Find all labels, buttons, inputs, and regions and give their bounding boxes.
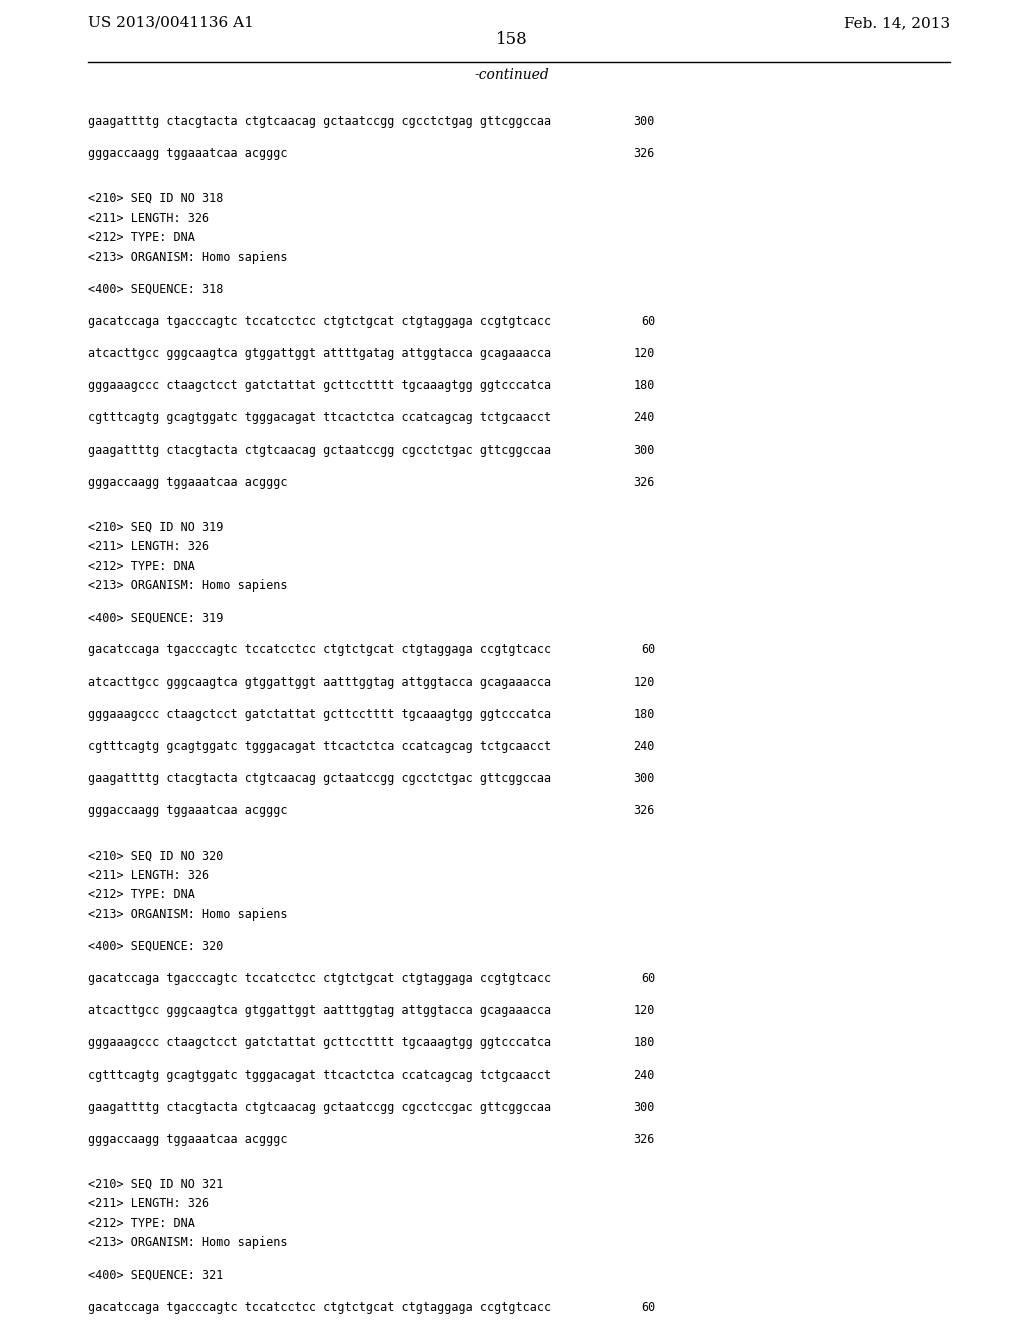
Text: <212> TYPE: DNA: <212> TYPE: DNA <box>88 1217 195 1230</box>
Text: 120: 120 <box>634 347 655 360</box>
Text: <213> ORGANISM: Homo sapiens: <213> ORGANISM: Homo sapiens <box>88 1237 288 1249</box>
Text: <211> LENGTH: 326: <211> LENGTH: 326 <box>88 211 209 224</box>
Text: 300: 300 <box>634 1101 655 1114</box>
Text: 326: 326 <box>634 1133 655 1146</box>
Text: gacatccaga tgacccagtc tccatcctcc ctgtctgcat ctgtaggaga ccgtgtcacc: gacatccaga tgacccagtc tccatcctcc ctgtctg… <box>88 315 551 327</box>
Text: gaagattttg ctacgtacta ctgtcaacag gctaatccgg cgcctccgac gttcggccaa: gaagattttg ctacgtacta ctgtcaacag gctaatc… <box>88 1101 551 1114</box>
Text: 60: 60 <box>641 315 655 327</box>
Text: <400> SEQUENCE: 318: <400> SEQUENCE: 318 <box>88 282 223 296</box>
Text: 180: 180 <box>634 379 655 392</box>
Text: 326: 326 <box>634 147 655 160</box>
Text: gggaaagccc ctaagctcct gatctattat gcttcctttt tgcaaagtgg ggtcccatca: gggaaagccc ctaagctcct gatctattat gcttcct… <box>88 1036 551 1049</box>
Text: gggaccaagg tggaaatcaa acgggc: gggaccaagg tggaaatcaa acgggc <box>88 1133 288 1146</box>
Text: <213> ORGANISM: Homo sapiens: <213> ORGANISM: Homo sapiens <box>88 251 288 264</box>
Text: 240: 240 <box>634 412 655 425</box>
Text: gacatccaga tgacccagtc tccatcctcc ctgtctgcat ctgtaggaga ccgtgtcacc: gacatccaga tgacccagtc tccatcctcc ctgtctg… <box>88 972 551 985</box>
Text: gacatccaga tgacccagtc tccatcctcc ctgtctgcat ctgtaggaga ccgtgtcacc: gacatccaga tgacccagtc tccatcctcc ctgtctg… <box>88 643 551 656</box>
Text: 300: 300 <box>634 444 655 457</box>
Text: <210> SEQ ID NO 321: <210> SEQ ID NO 321 <box>88 1177 223 1191</box>
Text: <213> ORGANISM: Homo sapiens: <213> ORGANISM: Homo sapiens <box>88 579 288 593</box>
Text: -continued: -continued <box>475 69 549 82</box>
Text: gaagattttg ctacgtacta ctgtcaacag gctaatccgg cgcctctgag gttcggccaa: gaagattttg ctacgtacta ctgtcaacag gctaatc… <box>88 115 551 128</box>
Text: <212> TYPE: DNA: <212> TYPE: DNA <box>88 560 195 573</box>
Text: 60: 60 <box>641 643 655 656</box>
Text: US 2013/0041136 A1: US 2013/0041136 A1 <box>88 16 254 30</box>
Text: 120: 120 <box>634 1005 655 1018</box>
Text: 326: 326 <box>634 804 655 817</box>
Text: <211> LENGTH: 326: <211> LENGTH: 326 <box>88 869 209 882</box>
Text: gggaccaagg tggaaatcaa acgggc: gggaccaagg tggaaatcaa acgggc <box>88 475 288 488</box>
Text: gaagattttg ctacgtacta ctgtcaacag gctaatccgg cgcctctgac gttcggccaa: gaagattttg ctacgtacta ctgtcaacag gctaatc… <box>88 772 551 785</box>
Text: 326: 326 <box>634 475 655 488</box>
Text: <400> SEQUENCE: 320: <400> SEQUENCE: 320 <box>88 940 223 953</box>
Text: <212> TYPE: DNA: <212> TYPE: DNA <box>88 231 195 244</box>
Text: 120: 120 <box>634 676 655 689</box>
Text: <213> ORGANISM: Homo sapiens: <213> ORGANISM: Homo sapiens <box>88 908 288 920</box>
Text: gacatccaga tgacccagtc tccatcctcc ctgtctgcat ctgtaggaga ccgtgtcacc: gacatccaga tgacccagtc tccatcctcc ctgtctg… <box>88 1300 551 1313</box>
Text: atcacttgcc gggcaagtca gtggattggt aatttggtag attggtacca gcagaaacca: atcacttgcc gggcaagtca gtggattggt aatttgg… <box>88 676 551 689</box>
Text: gggaaagccc ctaagctcct gatctattat gcttcctttt tgcaaagtgg ggtcccatca: gggaaagccc ctaagctcct gatctattat gcttcct… <box>88 379 551 392</box>
Text: 60: 60 <box>641 972 655 985</box>
Text: 240: 240 <box>634 1069 655 1081</box>
Text: gggaaagccc ctaagctcct gatctattat gcttcctttt tgcaaagtgg ggtcccatca: gggaaagccc ctaagctcct gatctattat gcttcct… <box>88 708 551 721</box>
Text: 60: 60 <box>641 1300 655 1313</box>
Text: gggaccaagg tggaaatcaa acgggc: gggaccaagg tggaaatcaa acgggc <box>88 147 288 160</box>
Text: <210> SEQ ID NO 320: <210> SEQ ID NO 320 <box>88 849 223 862</box>
Text: cgtttcagtg gcagtggatc tgggacagat ttcactctca ccatcagcag tctgcaacct: cgtttcagtg gcagtggatc tgggacagat ttcactc… <box>88 412 551 425</box>
Text: cgtttcagtg gcagtggatc tgggacagat ttcactctca ccatcagcag tctgcaacct: cgtttcagtg gcagtggatc tgggacagat ttcactc… <box>88 741 551 752</box>
Text: gggaccaagg tggaaatcaa acgggc: gggaccaagg tggaaatcaa acgggc <box>88 804 288 817</box>
Text: atcacttgcc gggcaagtca gtggattggt aatttggtag attggtacca gcagaaacca: atcacttgcc gggcaagtca gtggattggt aatttgg… <box>88 1005 551 1018</box>
Text: <210> SEQ ID NO 319: <210> SEQ ID NO 319 <box>88 520 223 533</box>
Text: atcacttgcc gggcaagtca gtggattggt attttgatag attggtacca gcagaaacca: atcacttgcc gggcaagtca gtggattggt attttga… <box>88 347 551 360</box>
Text: 240: 240 <box>634 741 655 752</box>
Text: <212> TYPE: DNA: <212> TYPE: DNA <box>88 888 195 902</box>
Text: gaagattttg ctacgtacta ctgtcaacag gctaatccgg cgcctctgac gttcggccaa: gaagattttg ctacgtacta ctgtcaacag gctaatc… <box>88 444 551 457</box>
Text: 300: 300 <box>634 115 655 128</box>
Text: 300: 300 <box>634 772 655 785</box>
Text: <400> SEQUENCE: 319: <400> SEQUENCE: 319 <box>88 611 223 624</box>
Text: <210> SEQ ID NO 318: <210> SEQ ID NO 318 <box>88 191 223 205</box>
Text: <211> LENGTH: 326: <211> LENGTH: 326 <box>88 540 209 553</box>
Text: cgtttcagtg gcagtggatc tgggacagat ttcactctca ccatcagcag tctgcaacct: cgtttcagtg gcagtggatc tgggacagat ttcactc… <box>88 1069 551 1081</box>
Text: <400> SEQUENCE: 321: <400> SEQUENCE: 321 <box>88 1269 223 1282</box>
Text: <211> LENGTH: 326: <211> LENGTH: 326 <box>88 1197 209 1210</box>
Text: 180: 180 <box>634 708 655 721</box>
Text: Feb. 14, 2013: Feb. 14, 2013 <box>844 16 950 30</box>
Text: 180: 180 <box>634 1036 655 1049</box>
Text: 158: 158 <box>496 30 528 48</box>
